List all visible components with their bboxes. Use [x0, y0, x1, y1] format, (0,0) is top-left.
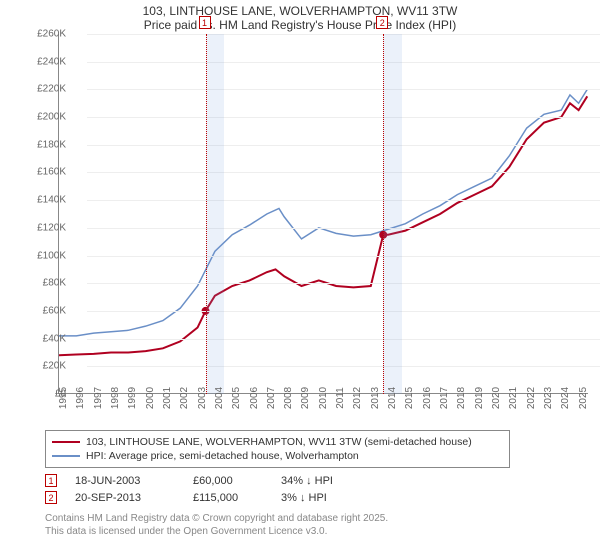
legend-swatch [52, 441, 80, 443]
ytick-label: £120K [37, 222, 66, 233]
xtick-label: 2022 [526, 387, 537, 409]
xtick-label: 1999 [127, 387, 138, 409]
xtick-label: 2024 [560, 387, 571, 409]
ytick-label: £80K [43, 278, 66, 289]
ytick-label: £260K [37, 29, 66, 40]
xtick-label: 2017 [439, 387, 450, 409]
xtick-label: 2007 [266, 387, 277, 409]
sales-table: 1 18-JUN-2003 £60,000 34% ↓ HPI 2 20-SEP-2013… [45, 472, 600, 506]
xtick-label: 2009 [300, 387, 311, 409]
legend-item: HPI: Average price, semi-detached house,… [52, 449, 503, 463]
chart-svg [59, 34, 589, 394]
sale-price: £60,000 [193, 475, 263, 487]
footer: Contains HM Land Registry data © Crown c… [45, 512, 600, 538]
chart-area: £0£20K£40K£60K£80K£100K£120K£140K£160K£1… [30, 34, 600, 424]
sale-row: 1 18-JUN-2003 £60,000 34% ↓ HPI [45, 472, 600, 489]
ytick-label: £180K [37, 139, 66, 150]
xtick-label: 1998 [110, 387, 121, 409]
sale-marker-icon: 2 [45, 491, 57, 504]
ytick-label: £40K [43, 333, 66, 344]
xtick-label: 2016 [422, 387, 433, 409]
sale-hpi-diff: 3% ↓ HPI [281, 492, 371, 504]
xtick-label: 2025 [578, 387, 589, 409]
xtick-label: 1996 [75, 387, 86, 409]
ytick-label: £100K [37, 250, 66, 261]
xtick-label: 2011 [335, 387, 346, 409]
xtick-label: 2010 [318, 387, 329, 409]
legend-label: HPI: Average price, semi-detached house,… [86, 450, 359, 462]
xtick-label: 2020 [491, 387, 502, 409]
xtick-label: 2002 [179, 387, 190, 409]
xtick-label: 2008 [283, 387, 294, 409]
footer-license: This data is licensed under the Open Gov… [45, 525, 600, 538]
xtick-label: 2023 [543, 387, 554, 409]
chart-container: 103, LINTHOUSE LANE, WOLVERHAMPTON, WV11… [0, 0, 600, 560]
xtick-label: 2001 [162, 387, 173, 409]
xtick-label: 2003 [197, 387, 208, 409]
xtick-label: 1995 [58, 387, 69, 409]
xtick-label: 2000 [145, 387, 156, 409]
sale-marker-icon: 1 [45, 474, 57, 487]
sale-marker-2: 2 [376, 16, 388, 29]
legend-label: 103, LINTHOUSE LANE, WOLVERHAMPTON, WV11… [86, 436, 472, 448]
ytick-label: £20K [43, 361, 66, 372]
ytick-label: £140K [37, 195, 66, 206]
ytick-label: £60K [43, 305, 66, 316]
xtick-label: 2013 [370, 387, 381, 409]
xtick-label: 2004 [214, 387, 225, 409]
xtick-label: 2012 [352, 387, 363, 409]
title-block: 103, LINTHOUSE LANE, WOLVERHAMPTON, WV11… [0, 0, 600, 34]
xtick-label: 2018 [456, 387, 467, 409]
title-address: 103, LINTHOUSE LANE, WOLVERHAMPTON, WV11… [0, 4, 600, 18]
sale-hpi-diff: 34% ↓ HPI [281, 475, 371, 487]
ytick-label: £220K [37, 84, 66, 95]
sale-date: 20-SEP-2013 [75, 492, 175, 504]
legend-item: 103, LINTHOUSE LANE, WOLVERHAMPTON, WV11… [52, 435, 503, 449]
ytick-label: £160K [37, 167, 66, 178]
ytick-label: £200K [37, 112, 66, 123]
plot-region [58, 34, 588, 394]
xtick-label: 1997 [93, 387, 104, 409]
title-subtitle: Price paid vs. HM Land Registry's House … [0, 18, 600, 32]
footer-copyright: Contains HM Land Registry data © Crown c… [45, 512, 600, 525]
xtick-label: 2019 [474, 387, 485, 409]
xtick-label: 2014 [387, 387, 398, 409]
sale-price: £115,000 [193, 492, 263, 504]
xtick-label: 2021 [508, 387, 519, 409]
xtick-label: 2005 [231, 387, 242, 409]
legend-swatch [52, 455, 80, 457]
sale-date: 18-JUN-2003 [75, 475, 175, 487]
xtick-label: 2015 [404, 387, 415, 409]
xtick-label: 2006 [249, 387, 260, 409]
sale-row: 2 20-SEP-2013 £115,000 3% ↓ HPI [45, 489, 600, 506]
ytick-label: £240K [37, 56, 66, 67]
legend: 103, LINTHOUSE LANE, WOLVERHAMPTON, WV11… [45, 430, 510, 468]
sale-marker-1: 1 [199, 16, 211, 29]
